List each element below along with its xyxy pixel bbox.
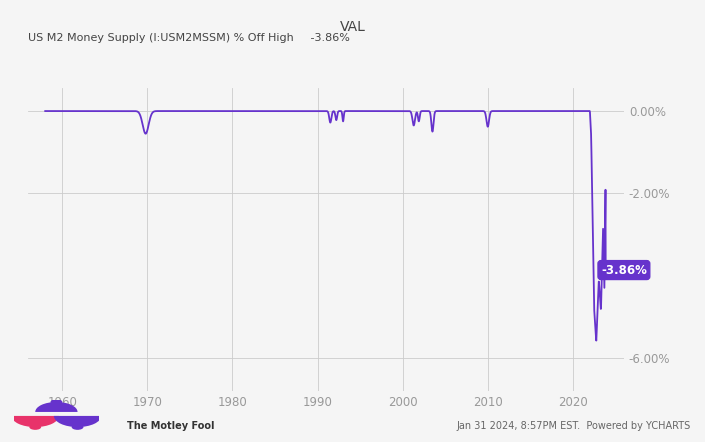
Circle shape: [72, 424, 83, 430]
Circle shape: [30, 424, 41, 430]
Text: US M2 Money Supply (I:USM2MSSM) % Off High: US M2 Money Supply (I:USM2MSSM) % Off Hi…: [28, 33, 294, 43]
Wedge shape: [35, 402, 78, 412]
Text: Jan 31 2024, 8:57PM EST.  Powered by YCHARTS: Jan 31 2024, 8:57PM EST. Powered by YCHA…: [457, 421, 691, 431]
Wedge shape: [11, 416, 59, 427]
Text: The Motley Fool: The Motley Fool: [127, 421, 214, 431]
Text: VAL: VAL: [340, 20, 365, 34]
Text: -3.86%: -3.86%: [300, 33, 350, 43]
Wedge shape: [54, 416, 102, 427]
Circle shape: [51, 399, 62, 405]
Text: -3.86%: -3.86%: [596, 263, 646, 277]
